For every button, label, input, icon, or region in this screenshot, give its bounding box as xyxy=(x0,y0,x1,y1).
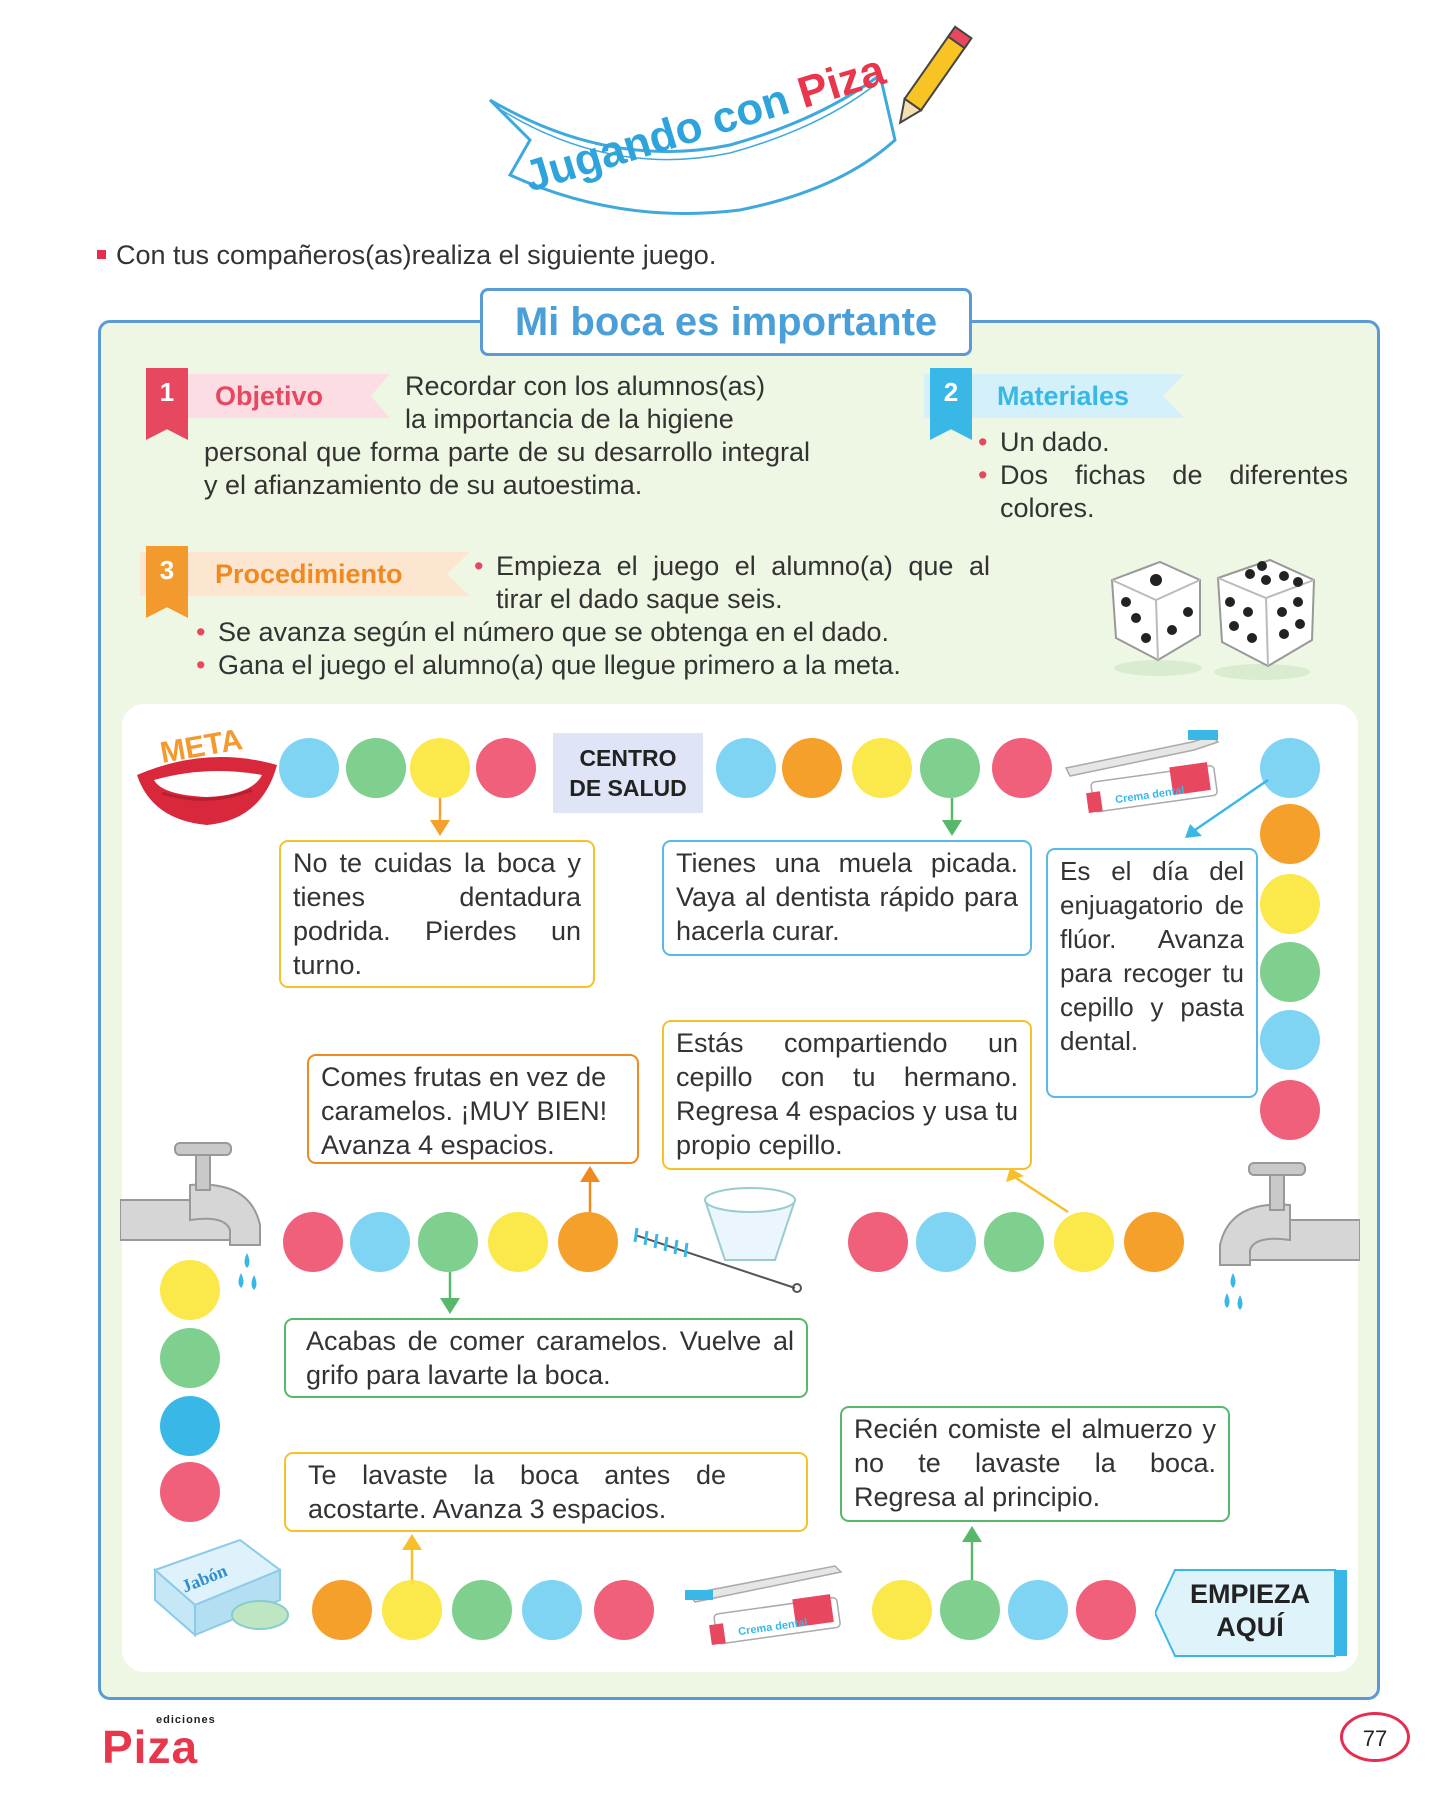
board-space xyxy=(452,1580,512,1640)
procedimiento-label: Procedimiento xyxy=(215,559,403,589)
board-space xyxy=(1076,1580,1136,1640)
dice-icon xyxy=(1110,558,1316,680)
board-space xyxy=(382,1580,442,1640)
mouth-icon xyxy=(137,757,277,825)
title-banner: Jugando con Piza xyxy=(488,25,973,215)
objetivo-label: Objetivo xyxy=(215,381,324,411)
board-space xyxy=(522,1580,582,1640)
brand-logo: ediciones Piza xyxy=(102,1714,216,1773)
procedimiento-item: • Empieza el juego el alumno(a) que al ti… xyxy=(474,551,990,614)
instruction-text: Con tus compañeros(as)realiza el siguien… xyxy=(97,240,716,271)
board-space xyxy=(594,1580,654,1640)
procedimiento-item: • Se avanza según el número que se obteng… xyxy=(196,617,890,647)
board-space xyxy=(992,738,1052,798)
soap-icon: Jabón xyxy=(153,1538,289,1638)
cup-brush-icon xyxy=(633,1187,802,1293)
card-frutas: Comes frutas en vez de caramelos. ¡MUY B… xyxy=(307,1054,639,1164)
board-space xyxy=(1260,874,1320,934)
board-space xyxy=(476,738,536,798)
board-space xyxy=(312,1580,372,1640)
board-space xyxy=(418,1212,478,1272)
materiales-number: 2 xyxy=(930,368,972,440)
centro-de-salud: CENTRO DE SALUD xyxy=(553,733,703,813)
objetivo-tab xyxy=(150,374,390,418)
objetivo-number: 1 xyxy=(146,368,188,440)
board-space xyxy=(1260,1080,1320,1140)
materiales-label: Materiales xyxy=(997,381,1130,411)
board-space xyxy=(852,738,912,798)
board-space xyxy=(1260,1010,1320,1070)
board-space xyxy=(160,1462,220,1522)
board-space xyxy=(848,1212,908,1272)
brand-small: ediciones xyxy=(156,1714,216,1726)
materiales-item: • Un dado. xyxy=(978,427,1110,457)
page-number: 77 xyxy=(1340,1712,1410,1762)
board-space xyxy=(1008,1580,1068,1640)
board-space xyxy=(279,738,339,798)
materiales-item: • Dos fichas de diferentes colores. xyxy=(978,460,1348,523)
objetivo-line2: la importancia de la higiene xyxy=(405,404,734,434)
board-space xyxy=(1260,804,1320,864)
board-space xyxy=(716,738,776,798)
board-space xyxy=(488,1212,548,1272)
card-muela-picada: Tienes una muela picada. Vaya al dentist… xyxy=(662,840,1032,956)
card-boca-podrida: No te cuidas la boca y tienes dentadura … xyxy=(279,840,595,988)
objetivo-line1: Recordar con los alumnos(as) xyxy=(405,371,766,401)
board-space xyxy=(984,1212,1044,1272)
board-space xyxy=(283,1212,343,1272)
card-cepillo-compartido: Estás compartiendo un cepillo con tu her… xyxy=(662,1020,1032,1170)
procedimiento-item: • Gana el juego el alumno(a) que llegue p… xyxy=(196,650,901,680)
pencil-icon xyxy=(898,25,973,125)
panel-title: Mi boca es importante xyxy=(480,288,972,356)
card-acostarte: Te lavaste la boca antes de acostarte. A… xyxy=(284,1452,808,1532)
board-space xyxy=(1054,1212,1114,1272)
board-space xyxy=(410,738,470,798)
procedimiento-number: 3 xyxy=(146,546,188,618)
objetivo-text: personal que forma parte de su desarroll… xyxy=(204,437,810,500)
board-space xyxy=(1260,738,1320,798)
toothpaste-icon: Crema dental xyxy=(685,1565,843,1646)
start-sign xyxy=(1155,1569,1347,1657)
bullet-icon xyxy=(97,250,106,260)
board-space xyxy=(872,1580,932,1640)
board-space xyxy=(350,1212,410,1272)
toothpaste-icon: Crema dental xyxy=(1064,730,1220,814)
board-space xyxy=(916,1212,976,1272)
materiales-list: • Un dado. • Dos fichas de diferentes colo… xyxy=(978,426,1348,525)
start-label: EMPIEZA AQUÍ xyxy=(1189,1579,1310,1642)
board-space xyxy=(558,1212,618,1272)
board-space xyxy=(1260,942,1320,1002)
board-space xyxy=(346,738,406,798)
faucet-icon xyxy=(120,1142,261,1290)
faucet-icon xyxy=(1219,1162,1360,1310)
card-almuerzo: Recién comiste el almuerzo y no te lavas… xyxy=(840,1406,1230,1522)
card-fluor: Es el día del enjuagatorio de flúor. Ava… xyxy=(1046,848,1258,1098)
board-space xyxy=(160,1328,220,1388)
card-caramelos: Acabas de comer caramelos. Vuelve al gri… xyxy=(284,1318,808,1398)
procedimiento-tab xyxy=(140,552,470,596)
board-space xyxy=(160,1396,220,1456)
board-space xyxy=(782,738,842,798)
board-space xyxy=(1124,1212,1184,1272)
board-space xyxy=(920,738,980,798)
board-space xyxy=(940,1580,1000,1640)
board-space xyxy=(160,1260,220,1320)
